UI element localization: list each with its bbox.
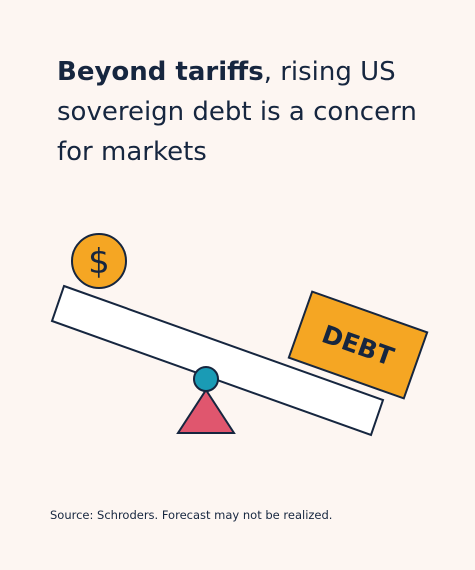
illustration: $ DEBT <box>50 233 429 437</box>
source: Source: Schroders. Forecast may not be r… <box>50 508 333 522</box>
title-rest: , rising US sovereign debt is a concern … <box>57 57 417 167</box>
title: Beyond tariffs, rising US sovereign debt… <box>57 52 437 172</box>
plank <box>50 284 385 437</box>
pivot <box>193 366 219 392</box>
coin <box>71 233 127 289</box>
debt-rect <box>287 290 429 400</box>
debt-box: DEBT <box>287 290 429 400</box>
title-bold: Beyond tariffs <box>57 57 264 87</box>
coin-label: $ <box>88 242 110 282</box>
fulcrum <box>176 388 236 434</box>
